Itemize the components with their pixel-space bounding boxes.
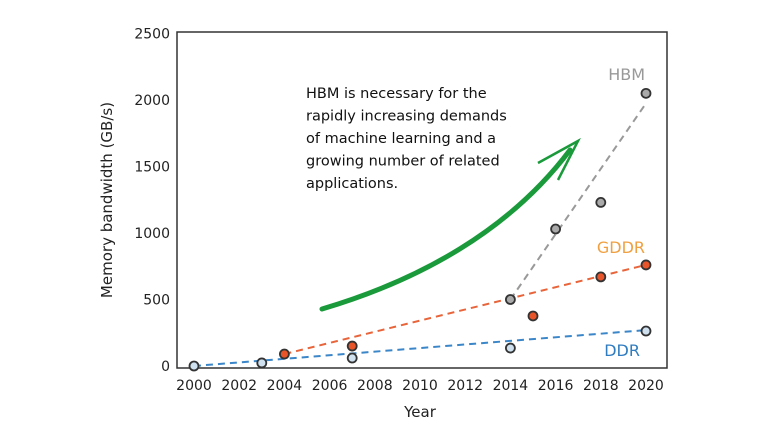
data-point-ddr xyxy=(188,360,200,372)
data-point-hbm xyxy=(504,294,516,305)
trend-line-gddr xyxy=(284,263,647,356)
data-point-gddr xyxy=(595,271,607,283)
series-label-ddr: DDR xyxy=(604,341,640,360)
data-point-gddr xyxy=(278,348,290,360)
x-tick-label: 2010 xyxy=(402,378,438,394)
data-point-ddr xyxy=(640,325,652,337)
y-axis-label: Memory bandwidth (GB/s) xyxy=(98,102,116,298)
data-point-hbm xyxy=(550,223,561,235)
y-tick-label: 2000 xyxy=(134,93,170,109)
trend-line-ddr xyxy=(193,329,647,367)
x-tick-label: 2014 xyxy=(493,378,529,394)
data-point-hbm xyxy=(640,87,652,99)
x-tick-label: 2004 xyxy=(267,378,303,394)
x-tick-label: 2000 xyxy=(176,378,212,394)
y-tick-label: 500 xyxy=(143,293,170,309)
trend-line-hbm xyxy=(509,102,647,301)
x-tick-label: 2012 xyxy=(447,378,483,394)
x-tick-label: 2016 xyxy=(538,378,574,394)
y-tick-label: 1000 xyxy=(134,226,170,242)
data-point-gddr xyxy=(346,340,358,352)
annotation-line: rapidly increasing demands xyxy=(306,109,507,125)
y-tick-label: 2500 xyxy=(134,27,170,43)
data-point-gddr xyxy=(527,310,539,322)
series-label-gddr: GDDR xyxy=(597,238,645,257)
x-tick-label: 2006 xyxy=(312,378,348,394)
y-tick-label: 1500 xyxy=(134,160,170,176)
plot-frame xyxy=(176,31,668,369)
annotation-line: growing number of related xyxy=(306,154,500,170)
x-tick-label: 2002 xyxy=(221,378,257,394)
series-label-hbm: HBM xyxy=(608,65,645,84)
annotation-line: HBM is necessary for the xyxy=(306,86,487,102)
data-point-gddr xyxy=(640,259,652,271)
y-tick-label: 0 xyxy=(161,359,170,375)
x-tick-label: 2020 xyxy=(628,378,664,394)
data-point-ddr xyxy=(504,342,516,354)
data-point-hbm xyxy=(595,197,607,208)
data-point-ddr xyxy=(256,357,268,369)
growth-arrow xyxy=(319,147,573,312)
x-tick-label: 2018 xyxy=(583,378,619,394)
x-tick-label: 2008 xyxy=(357,378,393,394)
annotation-line: applications. xyxy=(306,176,398,192)
annotation-line: of machine learning and a xyxy=(306,131,496,147)
x-axis-label: Year xyxy=(403,403,437,421)
growth-arrowhead xyxy=(537,137,581,181)
data-point-ddr xyxy=(346,352,358,364)
